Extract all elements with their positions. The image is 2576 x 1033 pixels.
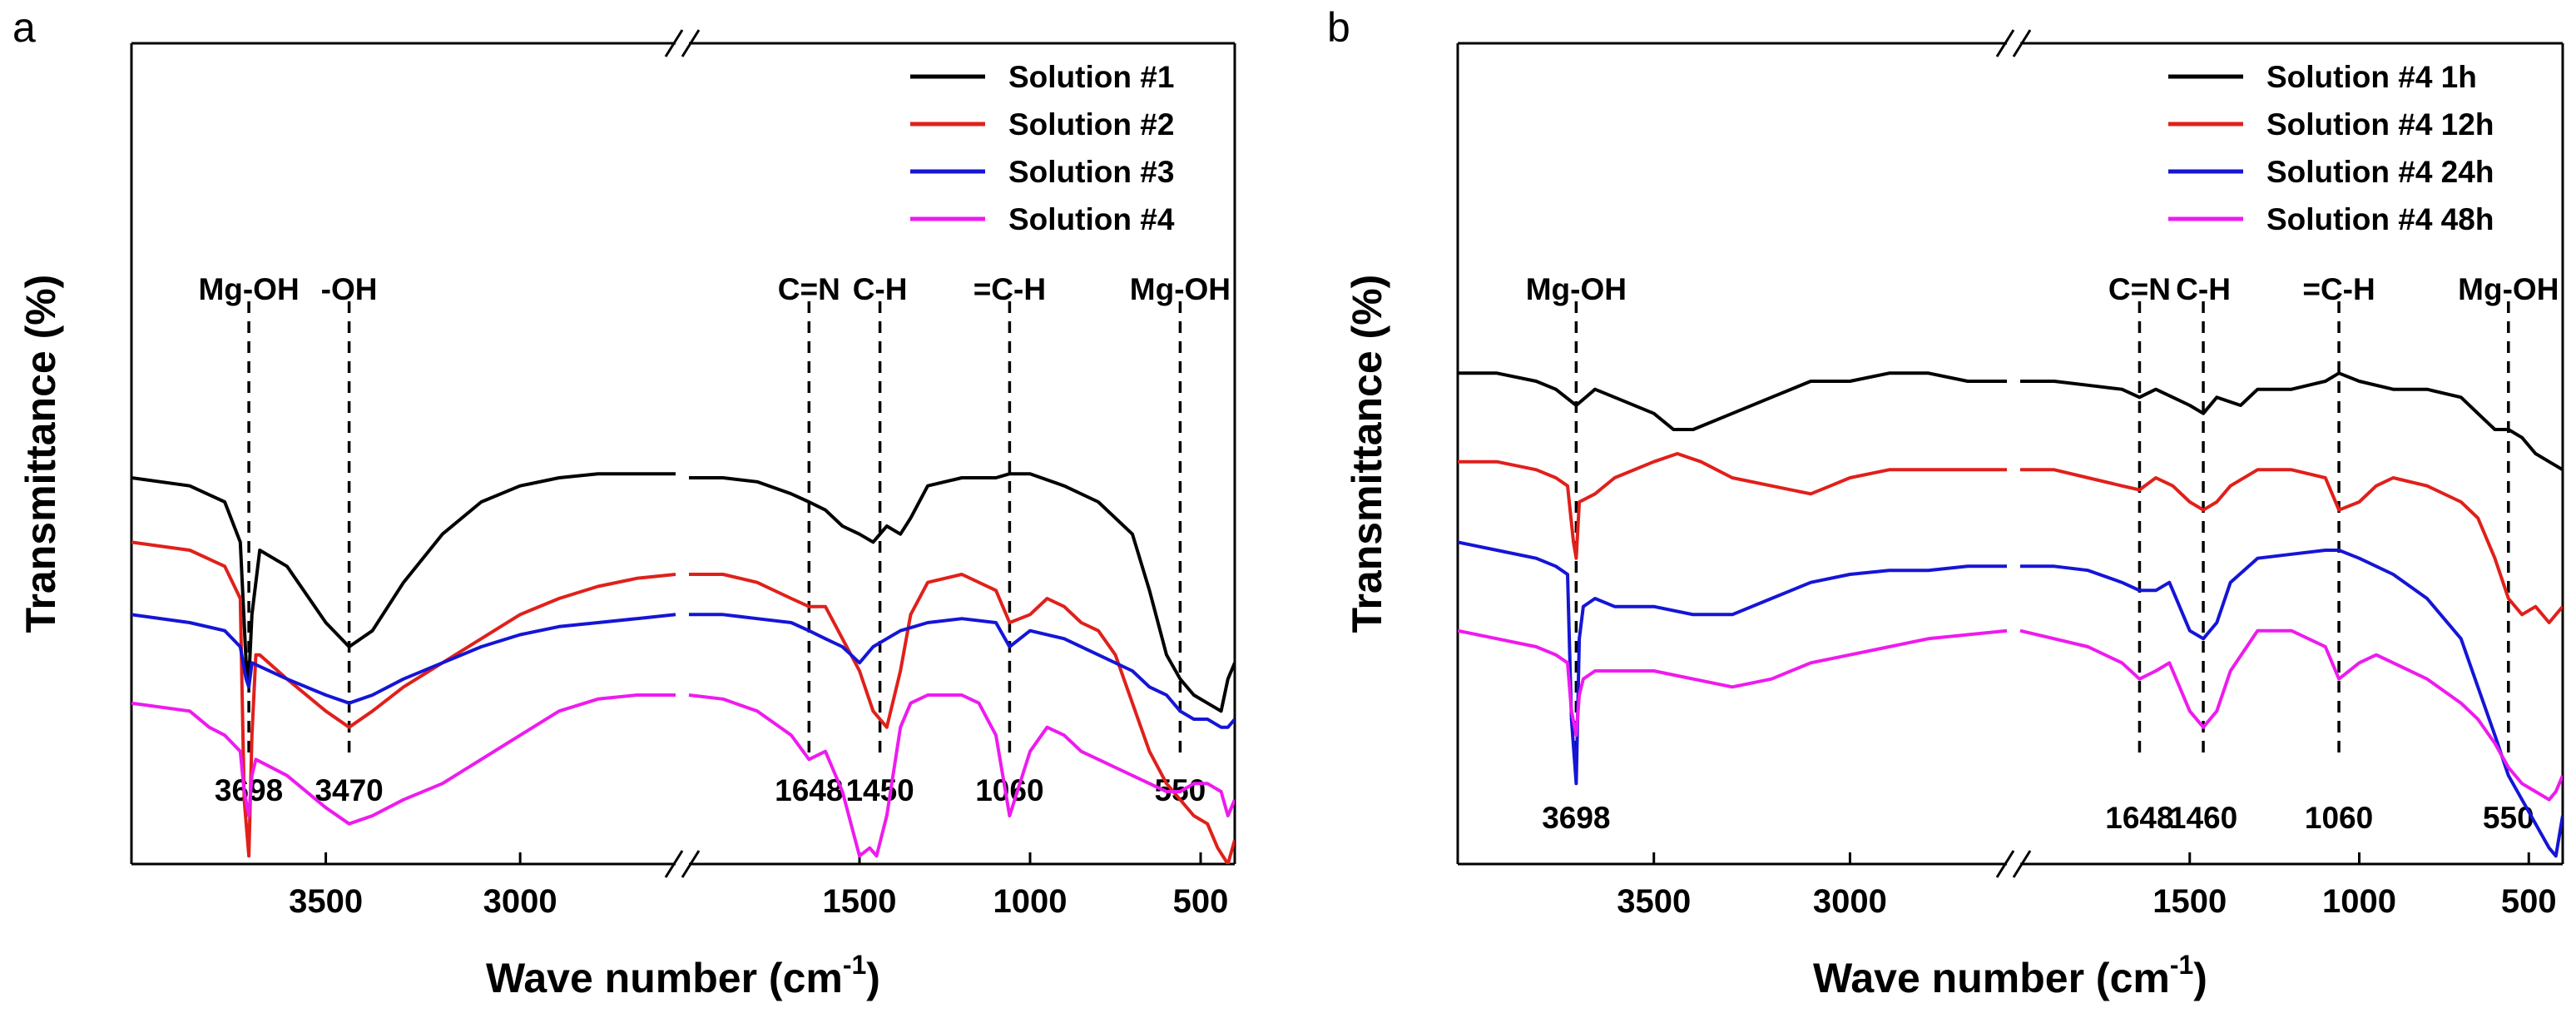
x-axis-label: Wave number (cm-1) [486,950,880,1001]
y-axis-label: Transmittance (%) [1344,275,1390,633]
series-group [1458,371,2563,858]
annotation-label: Mg-OH [2458,272,2559,306]
annotation-wavenumber: 1648 [775,773,843,807]
legend-label: Solution #3 [1008,155,1174,189]
annotation-label: C-H [2176,272,2231,306]
legend: Solution #1 Solution #2 Solution #3 Solutio… [910,60,1175,236]
annotation-label: -OH [321,272,378,306]
annotation-label: C-H [853,272,908,306]
x-tick-label: 1000 [993,883,1068,920]
annotation-wavenumber: 3698 [1542,801,1610,835]
annotation-2: C-H 1460 [2169,272,2237,835]
series-line-4-right [688,693,1235,858]
series-line-3-left [131,613,676,705]
series-line-2-left [1458,452,2007,560]
annotation-label: C=N [778,272,840,306]
annotation-label: =C-H [2302,272,2375,306]
x-tick-label: 3000 [1813,883,1887,920]
axes-frame [1456,42,2564,866]
panel-letter: a [12,4,36,51]
series-line-3-right [2020,549,2563,858]
y-axis-label: Transmittance (%) [17,275,64,633]
x-axis-label: Wave number (cm-1) [1813,950,2207,1001]
series-line-2-right [689,573,1235,864]
legend-label: Solution #4 1h [2266,60,2477,94]
panel-b: b 3500 3000 1500 1000 500 Wave number (cm-1) Tr… [1327,4,2564,1001]
annotation-1: C=N 1648 [2105,272,2173,835]
axis-break-bottom [1995,850,2032,878]
series-line-1-left [131,472,676,681]
annotation-0: Mg-OH 3698 [1526,272,1627,835]
annotation-wavenumber: 1648 [2105,801,2173,835]
x-tick-label: 3500 [1617,883,1691,920]
legend-label: Solution #4 [1008,202,1175,236]
annotation-label: Mg-OH [1526,272,1627,306]
series-line-1-left [1458,371,2007,431]
series-line-1-right [2020,371,2563,472]
legend-label: Solution #4 12h [2266,107,2494,142]
annotation-wavenumber: 3470 [315,773,383,807]
annotation-label: =C-H [973,272,1046,306]
axis-break-top [664,29,701,57]
x-tick-label: 1500 [2152,883,2227,920]
panel-letter: b [1327,4,1350,51]
series-line-4-left [1458,628,2008,738]
series-line-4-left [131,693,676,826]
annotation-wavenumber: 1460 [2169,801,2237,835]
legend-label: Solution #2 [1008,107,1174,142]
legend-label: Solution #4 48h [2266,202,2494,236]
axis-break-top [1995,29,2032,57]
series-line-4-right [2019,628,2563,802]
annotation-label: Mg-OH [198,272,299,306]
annotation-wavenumber: 1450 [845,773,914,807]
x-tick-label: 1500 [823,883,897,920]
series-line-3-left [1458,540,2007,786]
annotation-label: C=N [2108,272,2171,306]
x-tick-label: 3000 [483,883,557,920]
series-group [131,472,1235,864]
annotation-2: C=N 1648 [775,272,843,807]
series-line-2-left [131,540,676,858]
x-tick-label: 3500 [289,883,363,920]
legend: Solution #4 1h Solution #4 12h Solution #4… [2168,60,2494,236]
series-line-3-right [689,613,1235,729]
panel-a: a 3500 3000 1500 1000 500 Wave number (cm-1) Tr… [12,4,1236,1001]
annotation-label: Mg-OH [1130,272,1231,306]
annotation-wavenumber: 1060 [975,773,1043,807]
legend-label: Solution #1 [1008,60,1174,94]
x-tick-label: 500 [2501,883,2557,920]
legend-label: Solution #4 24h [2266,155,2494,189]
annotation-4: =C-H 1060 [973,272,1046,807]
annotation-3: C-H 1450 [845,272,914,807]
axis-break-bottom [664,850,701,878]
x-tick-label: 500 [1173,883,1229,920]
x-tick-label: 1000 [2322,883,2396,920]
annotation-1: -OH 3470 [315,272,383,807]
series-line-1-right [689,472,1235,713]
annotation-3: =C-H 1060 [2302,272,2375,835]
axes-frame [130,42,1236,866]
annotation-wavenumber: 1060 [2305,801,2373,835]
series-line-2-right [2020,468,2563,624]
